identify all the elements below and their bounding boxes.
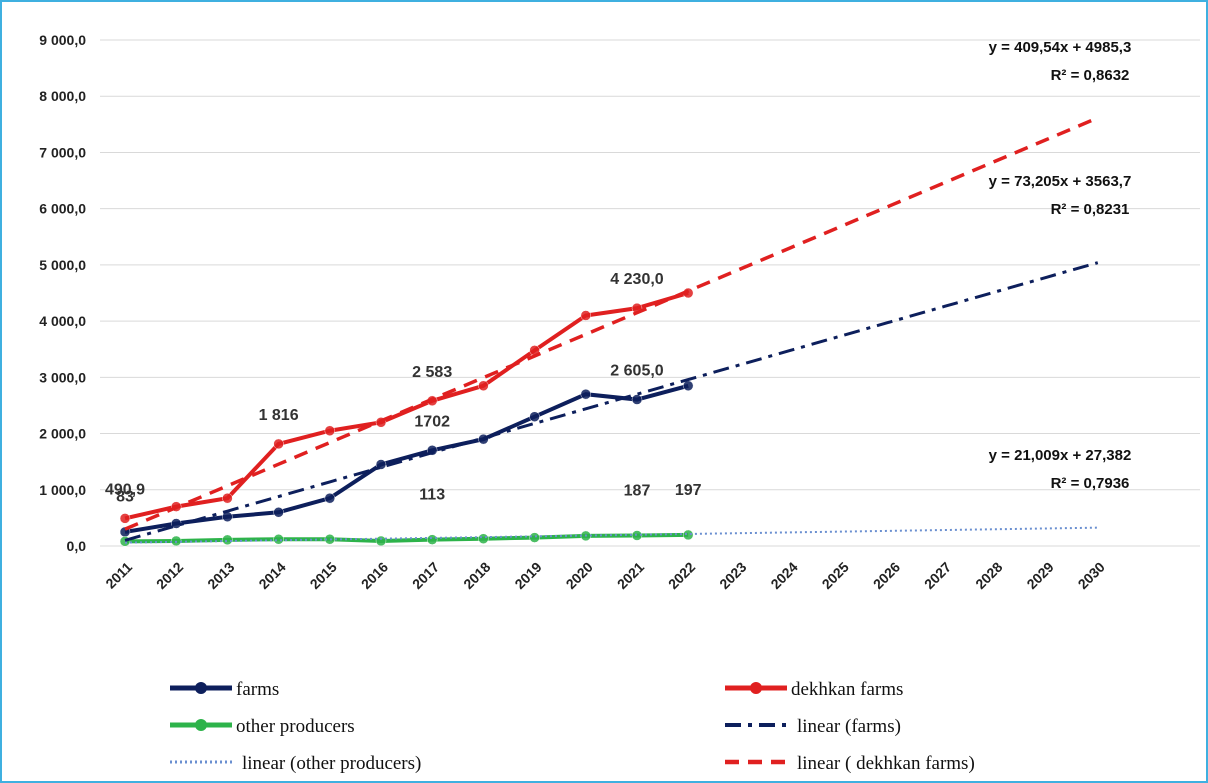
data-label: 2 605,0	[610, 363, 663, 380]
trend-r2: R² = 0,8231	[1051, 201, 1130, 218]
point	[580, 388, 592, 400]
point	[324, 425, 336, 436]
legend-label: dekhkan farms	[791, 679, 903, 700]
point	[682, 380, 694, 392]
point	[529, 532, 540, 543]
point	[222, 534, 233, 546]
legend-marker	[195, 719, 207, 731]
legend-label: farms	[236, 679, 279, 700]
point	[324, 534, 336, 545]
legend-label: linear (other producers)	[242, 753, 421, 774]
legend-marker	[195, 682, 207, 694]
point	[426, 534, 438, 545]
legend-label: linear ( dekhkan farms)	[797, 753, 975, 774]
point	[529, 411, 540, 422]
y-tick-label: 0,0	[67, 538, 87, 554]
y-tick-label: 7 000,0	[39, 144, 86, 160]
data-label: 1702	[414, 413, 450, 430]
y-tick-label: 9 000,0	[39, 32, 86, 48]
legend-label: other producers	[236, 716, 355, 737]
point	[478, 533, 489, 544]
data-label: 83	[116, 488, 134, 505]
point	[273, 534, 284, 545]
point	[324, 492, 336, 504]
y-tick-label: 3 000,0	[39, 369, 86, 385]
data-label: 197	[675, 482, 702, 499]
point	[222, 492, 233, 504]
point	[375, 535, 387, 547]
data-label: 1 816	[259, 407, 299, 424]
trend-equation: y = 409,54x + 4985,3	[989, 39, 1132, 56]
y-tick-label: 6 000,0	[39, 201, 86, 217]
y-tick-label: 1 000,0	[39, 482, 86, 498]
legend-label: linear (farms)	[797, 716, 901, 737]
point	[273, 438, 284, 450]
trend-r2: R² = 0,7936	[1051, 475, 1130, 492]
point	[631, 530, 643, 541]
data-label: 113	[419, 487, 445, 504]
trend-equation: y = 73,205x + 3563,7	[989, 173, 1132, 190]
point	[273, 507, 284, 518]
trend-equation: y = 21,009x + 27,382	[989, 447, 1132, 464]
point	[119, 513, 131, 524]
data-label: 2 583	[412, 364, 452, 381]
series-line	[124, 532, 689, 544]
point	[631, 394, 643, 405]
point	[580, 310, 592, 321]
y-tick-label: 4 000,0	[39, 313, 86, 329]
data-label: 490,9	[105, 481, 145, 498]
y-tick-label: 5 000,0	[39, 257, 86, 273]
series-line	[124, 116, 1099, 531]
series-line	[124, 383, 689, 534]
data-label: 4 230,0	[610, 271, 663, 288]
y-tick-label: 8 000,0	[39, 88, 86, 104]
legend-marker	[750, 682, 762, 694]
trend-r2: R² = 0,8632	[1051, 67, 1130, 84]
data-label: 187	[624, 482, 651, 499]
point	[682, 529, 694, 541]
point	[478, 380, 489, 392]
y-tick-label: 2 000,0	[39, 426, 86, 442]
series-line	[124, 526, 1098, 544]
